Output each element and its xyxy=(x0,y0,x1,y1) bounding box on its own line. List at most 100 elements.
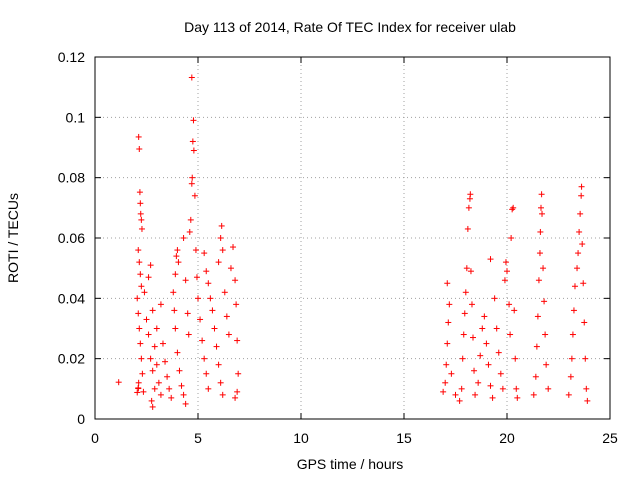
data-point xyxy=(195,295,201,302)
data-point xyxy=(188,74,195,81)
data-point xyxy=(542,331,549,338)
data-point xyxy=(461,310,468,317)
data-point xyxy=(223,313,230,320)
data-point xyxy=(190,147,197,154)
data-point xyxy=(462,289,469,296)
data-point xyxy=(136,146,143,153)
data-point xyxy=(145,274,152,281)
data-point xyxy=(164,373,171,380)
data-point xyxy=(577,210,584,217)
x-tick-label: 25 xyxy=(602,430,618,446)
data-point xyxy=(479,325,486,332)
data-point xyxy=(209,307,216,314)
data-point xyxy=(234,388,241,395)
data-point xyxy=(511,307,518,314)
data-point xyxy=(532,373,539,380)
data-point xyxy=(138,216,145,223)
data-point xyxy=(162,358,169,365)
data-point xyxy=(235,370,242,377)
data-point xyxy=(138,225,145,232)
data-point xyxy=(463,265,470,272)
data-point xyxy=(567,373,574,380)
data-point xyxy=(151,343,158,350)
data-point xyxy=(445,319,452,326)
data-point xyxy=(467,191,474,198)
data-point xyxy=(575,250,582,257)
x-tick-label: 20 xyxy=(499,430,515,446)
data-point xyxy=(178,382,185,389)
data-point xyxy=(580,280,587,287)
data-point xyxy=(582,355,589,362)
data-point xyxy=(148,397,155,404)
x-tick-labels: 0 5 10 15 20 25 xyxy=(91,430,618,446)
data-point xyxy=(489,394,496,401)
data-point xyxy=(576,228,583,235)
data-point xyxy=(191,192,198,199)
data-point xyxy=(234,337,241,344)
data-point xyxy=(168,394,175,401)
data-point xyxy=(508,235,515,241)
data-point xyxy=(192,247,199,254)
data-point xyxy=(535,277,542,284)
data-point xyxy=(201,355,208,362)
data-point xyxy=(213,343,220,350)
data-point xyxy=(157,391,164,398)
data-point xyxy=(545,385,552,392)
data-point xyxy=(149,403,156,410)
data-point xyxy=(227,265,234,272)
data-point xyxy=(139,370,146,377)
data-point xyxy=(215,361,222,368)
data-point xyxy=(464,225,471,232)
data-point xyxy=(203,268,210,275)
data-point xyxy=(157,301,164,308)
data-point xyxy=(190,117,197,124)
data-point xyxy=(147,262,154,269)
data-point xyxy=(460,331,467,338)
y-tick-label: 0 xyxy=(77,411,85,427)
data-point xyxy=(509,206,516,213)
y-tick-label: 0.02 xyxy=(58,351,85,367)
data-point xyxy=(495,349,502,356)
data-point xyxy=(477,352,484,359)
data-point xyxy=(137,210,144,217)
data-point xyxy=(176,367,183,374)
data-point xyxy=(487,382,494,389)
data-point xyxy=(458,385,465,392)
data-point xyxy=(540,265,547,272)
data-points xyxy=(115,74,591,410)
data-point xyxy=(539,210,546,217)
data-point xyxy=(510,204,517,211)
y-axis-title: ROTI / TECUs xyxy=(5,193,21,283)
data-point xyxy=(442,379,449,386)
data-point xyxy=(145,331,152,338)
data-point xyxy=(541,298,548,305)
data-point xyxy=(501,277,508,284)
data-point xyxy=(232,277,239,284)
data-point xyxy=(134,389,141,396)
data-point xyxy=(147,355,154,362)
data-point xyxy=(443,361,450,368)
data-point xyxy=(173,253,180,260)
data-point xyxy=(537,204,544,211)
data-point xyxy=(440,388,447,395)
data-point xyxy=(471,367,478,374)
data-point xyxy=(468,301,475,308)
y-tick-label: 0.1 xyxy=(66,109,86,125)
data-point xyxy=(189,174,196,181)
data-point xyxy=(153,361,160,368)
data-point xyxy=(465,204,472,211)
data-point xyxy=(581,319,588,326)
data-point xyxy=(571,283,578,290)
data-point xyxy=(565,391,572,398)
data-point xyxy=(149,307,156,314)
data-point xyxy=(171,307,178,314)
data-point xyxy=(472,391,479,398)
data-point xyxy=(151,385,158,392)
data-point xyxy=(504,268,510,275)
data-point xyxy=(159,340,166,347)
chart-title: Day 113 of 2014, Rate Of TEC Index for r… xyxy=(184,19,516,35)
y-tick-label: 0.08 xyxy=(58,170,85,186)
data-point xyxy=(217,235,224,241)
data-point xyxy=(230,244,237,251)
data-point xyxy=(506,301,513,308)
